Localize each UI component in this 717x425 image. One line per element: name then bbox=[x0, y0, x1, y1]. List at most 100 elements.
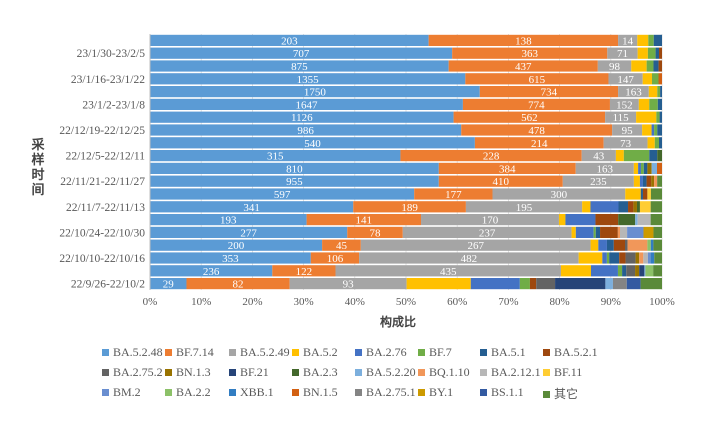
bar-segment-BN-1-5 bbox=[657, 162, 662, 174]
bar-segment-BF-7 bbox=[617, 265, 623, 277]
bar-segment-BA-5-2-49 bbox=[581, 150, 616, 162]
bar-segment-BA-5-1 bbox=[595, 226, 601, 238]
x-tick-label: 60% bbox=[447, 296, 467, 308]
legend-label: BQ.1.10 bbox=[429, 365, 470, 379]
bar-segment-BA-5-2 bbox=[636, 111, 657, 123]
bar-segment-BA-5-2-48 bbox=[150, 239, 323, 251]
data-label: 986 bbox=[297, 125, 314, 137]
legend-label: BA.5.2.49 bbox=[240, 345, 290, 359]
bar-segment-BA-5-2-49 bbox=[609, 98, 639, 110]
bar-segment-BA-5-2-49 bbox=[289, 278, 407, 290]
data-label: 95 bbox=[622, 125, 634, 137]
bar-segment-其它 bbox=[653, 239, 662, 251]
legend-swatch bbox=[418, 368, 425, 376]
bar-segment-BA-5-2-48 bbox=[150, 86, 480, 98]
legend-swatch bbox=[543, 390, 550, 398]
bar-segment-BA-5-2-1 bbox=[613, 239, 625, 251]
legend-label: BA.5.2.1 bbox=[554, 345, 598, 359]
legend-swatch bbox=[292, 368, 299, 376]
bar-segment-BA-2-75-1 bbox=[612, 278, 627, 290]
bar-segment-BA-5-2-48 bbox=[150, 111, 454, 123]
bar-segment-BA-5-1 bbox=[657, 124, 662, 136]
bar-segment-BN-1-3 bbox=[647, 162, 652, 174]
data-label: 1647 bbox=[295, 99, 318, 111]
bar-segment-BQ-1-10 bbox=[617, 226, 620, 238]
y-category-label: 23/1/2-23/1/8 bbox=[82, 99, 145, 111]
legend-swatch bbox=[229, 348, 236, 356]
data-label: 597 bbox=[274, 189, 291, 201]
bar-segment-BA-5-2-20 bbox=[644, 265, 646, 277]
y-category-label: 22/10/10-22/10/16 bbox=[59, 253, 145, 265]
bar-segment-BA-5-1 bbox=[660, 86, 662, 98]
bar-segment-BA-2-76 bbox=[470, 278, 520, 290]
legend-label: BA.2.3 bbox=[303, 365, 338, 379]
x-tick-label: 30% bbox=[294, 296, 314, 308]
bar-segment-BA-2-3 bbox=[636, 201, 640, 213]
x-tick-label: 100% bbox=[649, 296, 675, 308]
bar-segment-BF-7-14 bbox=[306, 214, 422, 226]
legend-item: BN.1.5 bbox=[292, 385, 338, 400]
bar-segment-BM-2 bbox=[627, 226, 644, 238]
bar-segment-BA-5-2 bbox=[647, 137, 655, 149]
bar-segment-BF-7 bbox=[646, 60, 654, 72]
data-label: 353 bbox=[222, 253, 239, 265]
data-label: 437 bbox=[515, 61, 532, 73]
bar-segment-其它 bbox=[650, 201, 662, 213]
bar-segment-BA-5-2-1 bbox=[600, 226, 618, 238]
bar-segment-BA-5-1 bbox=[643, 162, 648, 174]
legend-swatch bbox=[480, 388, 487, 396]
legend-item: BF.21 bbox=[229, 365, 269, 380]
data-label: 82 bbox=[233, 279, 244, 291]
bar-segment-XBB-1 bbox=[650, 252, 655, 264]
bar-segment-BS-1-1 bbox=[626, 278, 641, 290]
bar-segment-BA-5-2-49 bbox=[605, 111, 637, 123]
legend-label: BA.2.76 bbox=[366, 345, 407, 359]
legend-item: BS.1.1 bbox=[480, 385, 524, 400]
data-label: 315 bbox=[267, 151, 284, 163]
data-label: 267 bbox=[467, 240, 484, 252]
bar-segment-BA-5-2-1 bbox=[529, 278, 537, 290]
legend-label: BF.7 bbox=[429, 345, 452, 359]
bar-segment-BA-2-12-1 bbox=[637, 214, 651, 226]
bar-segment-BA-5-2-1 bbox=[628, 201, 634, 213]
bar-segment-XBB-1 bbox=[650, 239, 654, 251]
bar-segment-BA-5-1 bbox=[659, 111, 662, 123]
bar-segment-BA-5-2-1 bbox=[659, 47, 662, 59]
legend-label: BA.2.75.2 bbox=[113, 365, 163, 379]
data-label: 163 bbox=[597, 163, 614, 175]
legend-item: BA.2.75.1 bbox=[355, 385, 416, 400]
legend-item: BA.2.12.1 bbox=[480, 365, 541, 380]
bar-segment-其它 bbox=[653, 226, 662, 238]
legend-item: BF.7 bbox=[418, 345, 452, 360]
bar-segment-BF-7 bbox=[654, 137, 659, 149]
data-label: 1355 bbox=[297, 74, 320, 86]
data-label: 14 bbox=[622, 35, 634, 47]
bar-segment-BF-11 bbox=[647, 188, 651, 200]
bar-segment-BA-5-2-48 bbox=[150, 201, 354, 213]
bar-segment-BA-5-2-49 bbox=[575, 162, 634, 174]
legend-swatch bbox=[355, 348, 362, 356]
bar-segment-BA-2-75-2 bbox=[626, 265, 636, 277]
bar-segment-BA-5-2-49 bbox=[421, 214, 559, 226]
y-category-label: 22/11/7-22/11/13 bbox=[66, 202, 145, 214]
data-label: 115 bbox=[613, 112, 630, 124]
data-label: 43 bbox=[593, 151, 605, 163]
bar-segment-BA-2-76 bbox=[590, 201, 619, 213]
bar-segment-BA-5-2 bbox=[642, 124, 652, 136]
bar-segment-BF-7 bbox=[606, 252, 610, 264]
bar-segment-BA-5-2-48 bbox=[150, 60, 449, 72]
legend-swatch bbox=[102, 368, 109, 376]
bar-segment-BA-5-2-49 bbox=[359, 252, 579, 264]
bar-segment-BA-2-75-2 bbox=[624, 239, 628, 251]
bar-segment-其它 bbox=[650, 188, 662, 200]
data-label: 45 bbox=[336, 240, 348, 252]
bar-segment-BF-7 bbox=[623, 150, 650, 162]
bar-segment-BA-5-2-48 bbox=[150, 150, 401, 162]
data-label: 106 bbox=[327, 253, 344, 265]
bar-segment-BA-5-1 bbox=[657, 98, 662, 110]
legend-item: BA.2.3 bbox=[292, 365, 338, 380]
bar-segment-BA-5-2-48 bbox=[150, 265, 273, 277]
legend-swatch bbox=[355, 388, 362, 396]
data-label: 170 bbox=[482, 215, 499, 227]
